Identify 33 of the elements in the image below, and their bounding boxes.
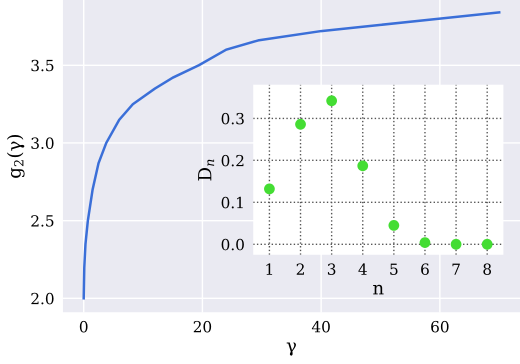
y-tick-label: 3.0 [31,137,54,149]
point [420,237,430,248]
x-tick-label: 1 [266,263,272,275]
x-tick-label: 20 [194,320,212,332]
point [450,238,462,250]
x-tick-label: 5 [390,264,398,275]
x-tick-label: 0 [80,320,88,332]
y-tick-label: 2.5 [31,215,54,227]
x-tick-label: 2 [296,263,304,275]
point [357,160,368,172]
x-tick-label: 4 [358,263,367,275]
x-tick-label: 6 [421,263,429,275]
x-tick-label: 60 [431,320,449,332]
point [326,95,338,106]
y-tick-label: 2.0 [31,292,54,304]
x-axis-title: γ [286,342,296,356]
y-axis-title: g$_{2}$(γ) [6,135,25,178]
y-axis-title: D$_{n}$ [198,160,214,180]
x-tick-label: 40 [312,320,330,332]
point [295,118,306,130]
point [264,184,275,194]
x-tick-label: 8 [483,263,492,275]
y-tick-label: 3.5 [31,60,54,72]
y-tick-label: 0.3 [222,112,244,124]
point [482,238,493,250]
point [388,220,400,231]
x-axis-title: n [373,284,384,294]
x-tick-label: 3 [328,263,336,275]
y-tick-label: 0.0 [222,238,244,250]
y-tick-label: 0.2 [222,154,244,166]
y-tick-label: 0.1 [222,196,243,208]
x-tick-label: 7 [452,264,460,275]
line-series [82,11,500,300]
